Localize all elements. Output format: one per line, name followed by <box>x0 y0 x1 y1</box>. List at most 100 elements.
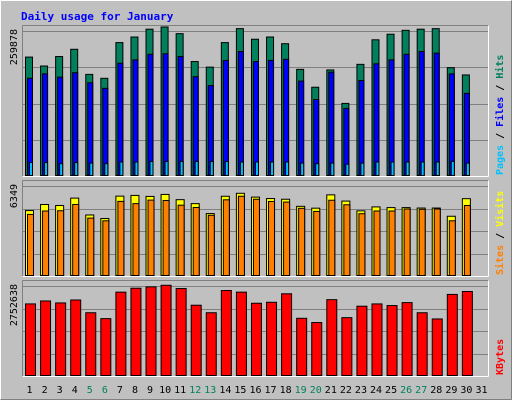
legend-entry-kbytes: KBytes <box>495 339 506 375</box>
bar-pages <box>435 161 440 177</box>
x-tick-label: 29 <box>445 385 457 396</box>
bar-files <box>132 59 139 176</box>
x-tick-label: 1 <box>27 385 33 396</box>
bar-sites <box>252 198 260 277</box>
x-tick-label: 31 <box>475 385 487 396</box>
bar-pages <box>59 163 64 176</box>
x-tick-label: 12 <box>189 385 201 396</box>
bar-kbytes <box>40 300 52 376</box>
legend-entry-sites: Sites <box>494 245 506 275</box>
bar-sites <box>72 203 80 276</box>
bar-pages <box>300 162 305 176</box>
bar-sites <box>403 208 411 276</box>
legend-entry-hits: Hits <box>494 55 506 79</box>
x-tick-label: 3 <box>57 385 63 396</box>
y-max-label: 6349 <box>9 184 20 208</box>
bar-files <box>162 53 169 177</box>
bar-kbytes <box>115 291 127 377</box>
x-tick-label: 25 <box>385 385 397 396</box>
bar-pages <box>164 160 169 177</box>
bar-files <box>237 51 244 176</box>
bar-sites <box>102 220 110 276</box>
bar-sites <box>207 214 215 276</box>
bar-files <box>177 56 184 176</box>
bar-kbytes <box>130 287 142 376</box>
x-tick-label: 20 <box>310 385 322 396</box>
bar-sites <box>463 204 471 276</box>
bar-kbytes <box>281 293 293 377</box>
bar-sites <box>418 208 426 276</box>
bar-kbytes <box>145 286 157 376</box>
legend-separator: / <box>495 227 506 245</box>
x-tick-label: 15 <box>234 385 246 396</box>
bar-pages <box>194 160 199 177</box>
x-tick-label: 26 <box>400 385 412 396</box>
bar-files <box>252 61 259 176</box>
bar-pages <box>239 161 244 177</box>
bar-kbytes <box>446 293 458 376</box>
bar-pages <box>149 160 154 177</box>
legend-separator: / <box>495 127 506 145</box>
bar-kbytes <box>55 302 67 376</box>
bar-files <box>57 76 64 176</box>
legend-entry-visits: Visits <box>494 191 506 227</box>
bar-kbytes <box>371 303 383 376</box>
bar-pages <box>119 161 124 177</box>
bar-files <box>268 59 275 177</box>
bar-pages <box>360 162 365 176</box>
bar-sites <box>117 200 125 276</box>
legend-separator: / <box>495 79 506 97</box>
x-tick-label: 27 <box>415 385 427 396</box>
bar-kbytes <box>70 299 82 376</box>
bar-files <box>328 71 335 176</box>
bar-files <box>72 72 79 176</box>
x-tick-label: 23 <box>355 385 367 396</box>
bar-kbytes <box>356 305 368 376</box>
panel-hits-files-pages: 259878 Pages / Files / Hits <box>9 25 506 177</box>
bar-pages <box>254 161 259 177</box>
bar-kbytes <box>85 312 97 377</box>
bar-pages <box>44 162 49 176</box>
bar-pages <box>375 161 380 177</box>
x-tick-label: 22 <box>340 385 352 396</box>
panel-visits-sites: 6349 Sites / Visits <box>9 180 506 277</box>
bar-kbytes <box>235 291 247 377</box>
bar-kbytes <box>266 301 278 376</box>
x-tick-label: 9 <box>147 385 153 396</box>
x-tick-label: 19 <box>295 385 307 396</box>
legend-entry-pages: Pages <box>495 145 506 175</box>
bar-kbytes <box>100 318 112 376</box>
bar-sites <box>57 210 65 276</box>
bar-files <box>222 59 229 177</box>
bar-sites <box>388 210 396 276</box>
bar-kbytes <box>296 317 308 376</box>
bar-kbytes <box>25 303 36 376</box>
bar-kbytes <box>461 290 473 376</box>
bar-kbytes <box>341 317 353 377</box>
x-tick-label: 21 <box>325 385 337 396</box>
bar-kbytes <box>175 288 187 376</box>
x-tick-label: 30 <box>460 385 472 396</box>
bar-files <box>298 80 305 176</box>
bar-sites <box>177 204 185 276</box>
bar-files <box>403 53 410 176</box>
x-tick-label: 18 <box>280 385 292 396</box>
bar-files <box>283 58 290 176</box>
x-tick-label: 17 <box>265 385 277 396</box>
x-tick-label: 11 <box>174 385 186 396</box>
bar-files <box>102 87 109 176</box>
bar-sites <box>222 199 230 276</box>
bar-files <box>448 73 455 176</box>
x-tick-label: 14 <box>219 385 231 396</box>
x-tick-label: 6 <box>102 385 108 396</box>
bar-kbytes <box>160 284 172 376</box>
bar-files <box>87 82 94 176</box>
bar-pages <box>420 161 425 177</box>
bar-sites <box>237 195 245 276</box>
bar-pages <box>405 161 410 177</box>
bar-kbytes <box>220 290 232 377</box>
chart-title: Daily usage for January <box>21 10 174 23</box>
bar-kbytes <box>326 299 338 376</box>
bar-sites <box>358 213 366 277</box>
bar-files <box>358 80 365 176</box>
